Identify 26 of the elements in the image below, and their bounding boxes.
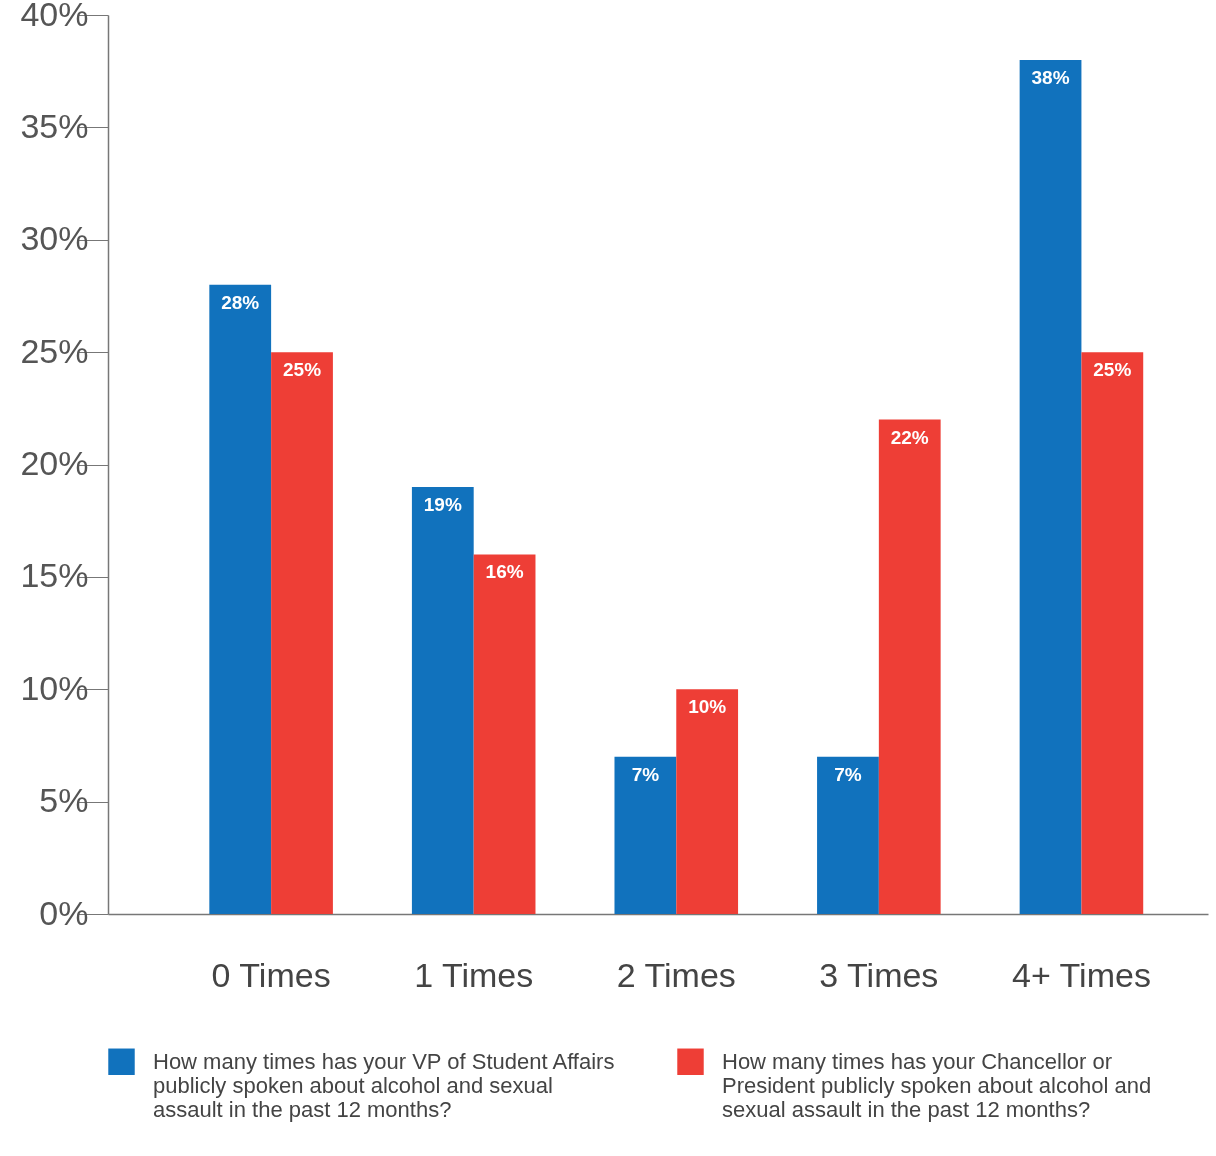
data-label: 22% [890, 426, 929, 448]
x-tick-label: 1 Times [414, 955, 534, 994]
data-label: 16% [485, 561, 524, 583]
data-label: 28% [221, 291, 260, 313]
legend-label: How many times has your Chancellor or President publicly spoken about alcohol and sexual assault in the past 12 months? [722, 1048, 1152, 1122]
data-label: 7% [834, 763, 862, 785]
x-tick-label: 3 Times [819, 955, 939, 994]
y-tick-label: 30% [20, 219, 89, 258]
x-tick-label: 2 Times [616, 955, 736, 994]
y-tick-label: 25% [20, 331, 89, 370]
y-tick-label: 20% [20, 444, 89, 482]
data-label: 19% [423, 493, 462, 515]
data-label: 25% [282, 359, 322, 381]
data-label: 25% [1093, 359, 1132, 381]
y-tick-label: 40% [20, 0, 89, 33]
y-tick-label: 5% [39, 781, 89, 820]
y-tick-label: 10% [20, 668, 89, 707]
legend-label: How many times has your VP of Student Affairs publicly spoken about alcohol and sexual assault in the past 12 months? [153, 1048, 615, 1122]
y-tick-label: 0% [39, 893, 89, 932]
x-tick-label: 0 Times [211, 955, 331, 994]
y-tick-label: 15% [20, 556, 89, 595]
y-tick-label: 35% [20, 106, 89, 145]
data-label: 38% [1031, 66, 1070, 88]
data-label: 10% [688, 696, 727, 718]
data-label: 7% [631, 763, 660, 785]
x-tick-label: 4+ Times [1011, 955, 1151, 994]
